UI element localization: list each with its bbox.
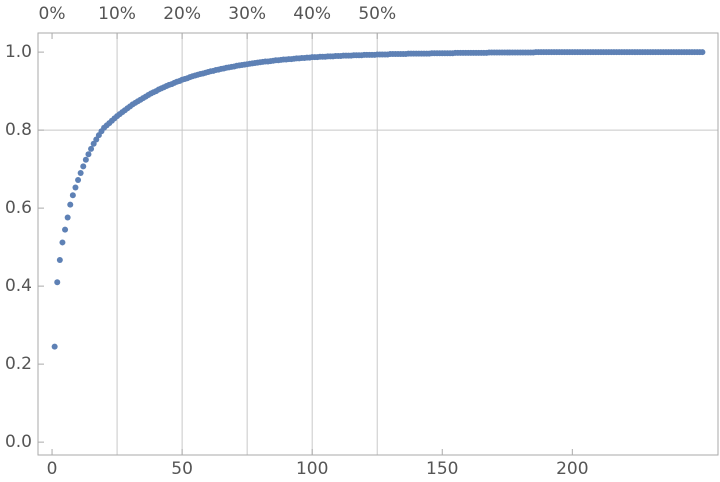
point xyxy=(69,192,76,199)
y-tick-label: 0.4 xyxy=(5,276,32,296)
point xyxy=(56,256,63,263)
point xyxy=(67,201,74,208)
x-tick-label: 0 xyxy=(47,459,58,479)
point xyxy=(72,184,79,191)
point xyxy=(59,239,66,246)
point xyxy=(82,156,89,163)
point xyxy=(54,279,61,286)
y-tick-label: 1.0 xyxy=(5,42,32,62)
point xyxy=(77,170,84,177)
point xyxy=(88,145,95,152)
x-tick-label: 200 xyxy=(556,459,588,479)
point xyxy=(699,49,706,56)
x2-tick-label: 30% xyxy=(228,4,266,24)
y-tick-label: 0.2 xyxy=(5,354,32,374)
point xyxy=(51,343,58,350)
y-tick-label: 0.0 xyxy=(5,432,32,452)
x2-tick-label: 50% xyxy=(358,4,396,24)
x2-tick-label: 0% xyxy=(39,4,66,24)
x2-tick-label: 10% xyxy=(98,4,136,24)
y-tick-label: 0.8 xyxy=(5,120,32,140)
y-tick-label: 0.6 xyxy=(5,198,32,218)
x2-tick-label: 40% xyxy=(293,4,331,24)
x-tick-label: 150 xyxy=(426,459,458,479)
point xyxy=(80,163,87,170)
point xyxy=(75,177,82,184)
point xyxy=(62,226,69,233)
point xyxy=(64,214,71,221)
point xyxy=(85,151,92,158)
x-tick-label: 100 xyxy=(296,459,328,479)
plot-frame xyxy=(37,32,719,456)
x-tick-label: 50 xyxy=(171,459,193,479)
x2-tick-label: 20% xyxy=(163,4,201,24)
